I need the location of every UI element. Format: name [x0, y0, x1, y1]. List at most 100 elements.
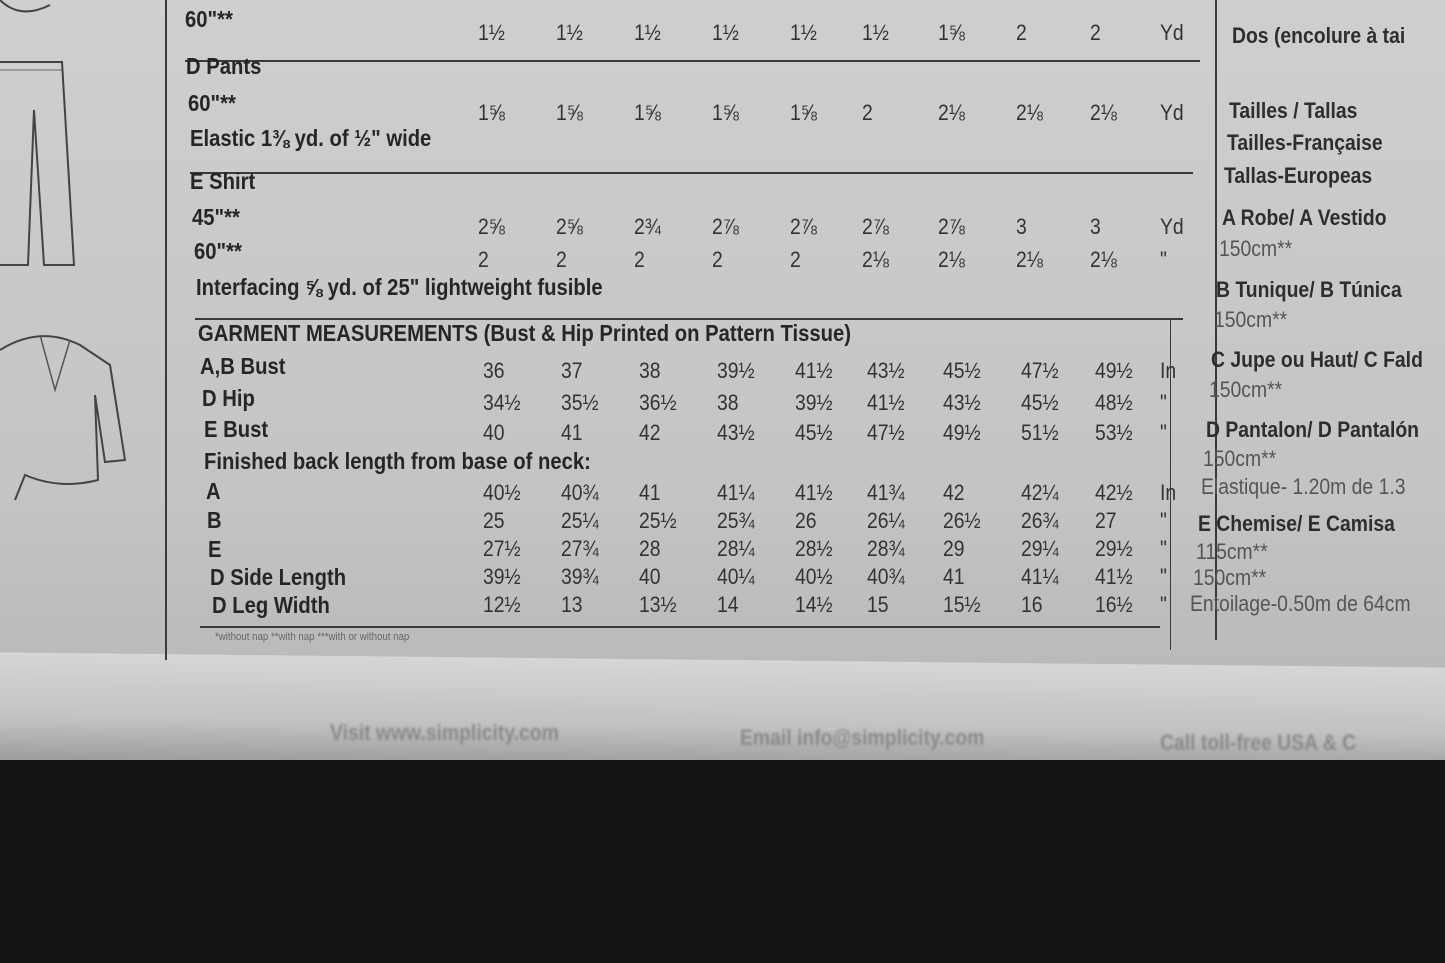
cell: 29 — [943, 536, 965, 561]
cell: 2⅛ — [938, 247, 965, 272]
cell: 2 — [862, 100, 873, 125]
cell: 14 — [717, 592, 739, 617]
cell: 2⅛ — [1016, 247, 1043, 272]
cell: 41 — [943, 564, 965, 589]
cell: 2 — [790, 247, 801, 272]
cell: 1½ — [556, 20, 583, 45]
row-label: E Shirt — [190, 168, 256, 194]
cell: 26 — [795, 508, 817, 533]
rule — [185, 60, 1200, 62]
cell: 25½ — [639, 508, 677, 533]
rule — [165, 0, 167, 660]
cell: 1½ — [862, 20, 889, 45]
row-label: 60"** — [185, 6, 233, 32]
cell: 2 — [634, 247, 645, 272]
cell: 2⅞ — [790, 214, 817, 239]
garment-drawings — [0, 0, 127, 501]
cell: 36 — [483, 358, 505, 383]
unit: In — [1160, 480, 1177, 505]
paper-fold — [0, 652, 1445, 778]
cell: 1½ — [790, 20, 817, 45]
cell: 40½ — [795, 564, 833, 589]
column-text: D Pantalon/ D Pantalón — [1206, 417, 1419, 442]
cell: 40 — [639, 564, 661, 589]
cell: 40¾ — [561, 480, 599, 505]
cell: 1⅝ — [712, 100, 739, 125]
rule — [1170, 320, 1171, 650]
background — [0, 760, 1445, 963]
column-text: Entoilage-0.50m de 64cm — [1190, 591, 1412, 616]
unit: Yd — [1160, 214, 1184, 239]
cell: 45½ — [795, 420, 833, 445]
cell: 2⅞ — [862, 214, 889, 239]
rule — [190, 172, 1193, 174]
cell: 34½ — [483, 390, 521, 415]
cell: 16 — [1021, 592, 1043, 617]
cell: 3 — [1016, 214, 1027, 239]
cell: 42 — [639, 420, 661, 445]
cell: 2¾ — [634, 214, 661, 239]
row-label: B — [207, 507, 222, 533]
column-text: B Tunique/ B Túnica — [1216, 277, 1403, 302]
cell: 2⅝ — [478, 214, 505, 239]
column-text: 150cm** — [1213, 307, 1287, 332]
cell: 48½ — [1095, 390, 1133, 415]
cell: 2⅞ — [712, 214, 739, 239]
cell: 40¼ — [717, 564, 755, 589]
row-label: D Pants — [186, 53, 262, 79]
cell: 25 — [483, 508, 505, 533]
cell: 2⅛ — [1016, 100, 1043, 125]
contact-text: Visit www.simplicity.com — [330, 720, 559, 745]
unit: " — [1160, 508, 1167, 533]
cell: 1⅝ — [790, 100, 817, 125]
cell: 2 — [712, 247, 723, 272]
cell: 39½ — [483, 564, 521, 589]
column-text: Dos (encolure à tai — [1232, 23, 1406, 48]
unit: " — [1160, 536, 1167, 561]
unit: " — [1160, 592, 1167, 617]
cell: 15½ — [943, 592, 981, 617]
unit: Yd — [1160, 20, 1184, 45]
cell: 38 — [717, 390, 739, 415]
cell: 26½ — [943, 508, 981, 533]
cell: 28 — [639, 536, 661, 561]
row-label: Finished back length from base of neck: — [204, 448, 591, 474]
cell: 12½ — [483, 592, 521, 617]
cell: 40¾ — [867, 564, 905, 589]
cell: 1½ — [634, 20, 661, 45]
row-label: Interfacing ⅝ yd. of 25" lightweight fus… — [196, 274, 603, 300]
cell: 2 — [1090, 20, 1101, 45]
cell: 2⅞ — [938, 214, 965, 239]
rule — [195, 318, 1183, 320]
cell: 41 — [639, 480, 661, 505]
cell: 39½ — [795, 390, 833, 415]
cell: 2⅛ — [862, 247, 889, 272]
cell: 29½ — [1095, 536, 1133, 561]
cell: 41½ — [1095, 564, 1133, 589]
cell: 2⅛ — [1090, 100, 1117, 125]
column-text: Tailles / Tallas — [1229, 98, 1358, 123]
cell: 45½ — [943, 358, 981, 383]
unit: " — [1160, 420, 1167, 445]
cell: 43½ — [943, 390, 981, 415]
cell: 41¾ — [867, 480, 905, 505]
cell: 42½ — [1095, 480, 1133, 505]
cell: 16½ — [1095, 592, 1133, 617]
cell: 41 — [561, 420, 583, 445]
cell: 47½ — [867, 420, 905, 445]
unit: Yd — [1160, 100, 1184, 125]
cell: 43½ — [717, 420, 755, 445]
cell: 36½ — [639, 390, 677, 415]
cell: 26¼ — [867, 508, 905, 533]
cell: 27 — [1095, 508, 1117, 533]
cell: 29¼ — [1021, 536, 1059, 561]
cell: 3 — [1090, 214, 1101, 239]
cell: 43½ — [867, 358, 905, 383]
column-text: E Chemise/ E Camisa — [1198, 511, 1396, 536]
cell: 53½ — [1095, 420, 1133, 445]
row-label: E Bust — [204, 416, 269, 442]
column-text: 150cm** — [1208, 377, 1282, 402]
footnote: *without nap **with nap ***with or witho… — [215, 631, 410, 643]
cell: 1½ — [478, 20, 505, 45]
